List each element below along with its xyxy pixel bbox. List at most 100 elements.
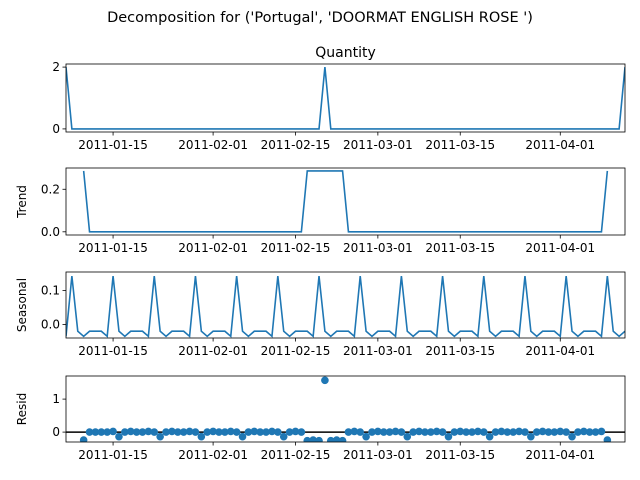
resid-point [274,428,282,436]
resid-point [226,427,235,436]
resid-point [415,427,423,436]
y-tick-label: 0.2 [41,182,60,196]
series-trend-line [82,170,609,233]
plot-area [66,67,625,130]
x-tick-label: 2011-01-15 [78,138,148,152]
resid-point [303,436,312,442]
resid-point [580,427,588,436]
resid-point [315,436,323,442]
resid-point [585,428,594,436]
x-tick-label: 2011-02-01 [178,448,248,462]
resid-point [291,427,300,436]
x-tick-label: 2011-03-15 [425,138,495,152]
resid-point [409,428,417,436]
resid-point [462,428,470,436]
resid-point [485,432,494,441]
resid-point [279,432,288,441]
resid-point [215,428,223,436]
axes-frame [65,375,626,443]
x-tick-label: 2011-03-15 [425,241,495,255]
resid-point [550,428,559,436]
resid-point [268,427,276,436]
figure-suptitle: Decomposition for ('Portugal', 'DOORMAT … [107,10,533,26]
resid-point [168,427,176,436]
resid-point [103,428,111,436]
x-tick-label: 2011-03-01 [343,138,413,152]
resid-point [374,427,382,436]
resid-point [456,427,465,436]
x-tick-label: 2011-03-01 [343,344,413,358]
resid-point [162,428,170,436]
resid-point [285,428,294,436]
x-tick-label: 2011-03-15 [425,344,495,358]
x-tick-label: 2011-02-15 [261,448,331,462]
x-tick-label: 2011-02-01 [178,344,248,358]
resid-point [515,427,523,436]
x-tick-label: 2011-03-01 [343,448,413,462]
x-tick-label: 2011-01-15 [78,241,148,255]
resid-point [197,432,206,441]
resid-point [556,427,565,436]
resid-point [491,428,500,436]
resid-point [403,432,412,441]
resid-point [126,427,135,436]
resid-point [568,432,576,441]
resid-point [174,428,182,436]
resid-point [326,436,335,442]
resid-point [438,428,447,436]
x-tick-label: 2011-04-01 [525,344,595,358]
panel-title: Quantity [315,45,376,61]
x-tick-label: 2011-03-15 [425,448,495,462]
resid-point [132,428,141,436]
resid-point [185,427,194,436]
resid-point [79,436,88,442]
resid-point [138,428,147,436]
resid-point [544,428,553,436]
resid-point [474,427,482,436]
resid-point [509,428,517,436]
resid-point [250,427,259,436]
y-axis-label: Resid [15,393,29,425]
resid-point [444,432,453,441]
resid-point [344,428,353,436]
resid-point [362,432,370,441]
resid-point [221,428,229,436]
resid-point [297,428,306,436]
series-quantity-line [66,67,625,130]
resid-point [150,428,159,436]
resid-point [203,428,212,436]
plot-area [82,170,609,233]
panel-1: Quantity 0 2 2011-01-15 2011-02-01 2011-02-15… [52,45,626,152]
x-tick-label: 2011-01-15 [78,344,148,358]
resid-point [497,427,506,436]
x-tick-label: 2011-02-01 [178,138,248,152]
plot-area [66,376,625,442]
resid-point [321,376,329,385]
resid-point [379,428,388,436]
resid-point [121,428,129,436]
resid-point [603,436,612,442]
x-tick-label: 2011-02-15 [261,241,331,255]
plot-area [66,275,625,338]
resid-point [256,428,264,436]
x-tick-label: 2011-04-01 [525,138,595,152]
x-tick-label: 2011-03-01 [343,241,413,255]
panels: Quantity 0 2 2011-01-15 2011-02-01 2011-02-15… [15,45,626,462]
resid-point [115,432,123,441]
y-tick-label: 1 [52,392,60,406]
resid-point [91,428,100,436]
resid-point [191,428,200,436]
x-tick-label: 2011-01-15 [78,448,148,462]
resid-point [109,427,117,436]
resid-point [450,428,459,436]
resid-point [597,427,606,436]
y-tick-label: 0 [52,425,60,439]
y-axis-label: Trend [15,185,29,219]
resid-point [391,427,400,436]
x-tick-label: 2011-02-01 [178,241,248,255]
axes-frame [65,167,626,236]
resid-point [156,432,164,441]
resid-point [574,428,582,436]
x-tick-label: 2011-04-01 [525,241,595,255]
